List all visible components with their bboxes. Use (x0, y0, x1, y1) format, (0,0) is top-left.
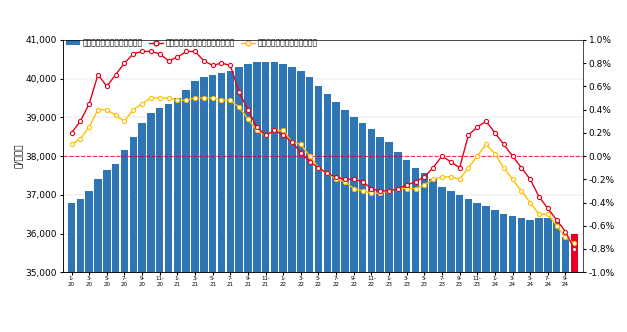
Bar (456, 195, 463, 332)
Bar (376, 137, 384, 332)
Bar (244, 64, 251, 332)
Bar (403, 160, 411, 332)
Bar (447, 191, 455, 332)
Bar (386, 142, 393, 332)
Bar (508, 216, 516, 332)
Bar (253, 62, 260, 332)
Bar (473, 203, 481, 332)
Bar (332, 102, 340, 332)
Bar (341, 110, 349, 332)
Legend: 十大城市二手住宅均价（左）, 十大城市二手住宅价格环比（右）, 百城二手住宅价格环比（右）: 十大城市二手住宅均价（左）, 十大城市二手住宅价格环比（右）, 百城二手住宅价格… (63, 35, 321, 50)
Bar (182, 90, 190, 332)
Bar (553, 222, 561, 332)
Bar (288, 67, 296, 332)
Bar (262, 62, 270, 332)
Bar (394, 152, 402, 332)
Bar (535, 218, 543, 332)
Bar (315, 86, 322, 332)
Bar (139, 123, 146, 332)
Bar (130, 137, 137, 332)
Bar (174, 98, 181, 332)
Bar (218, 73, 225, 332)
Bar (209, 75, 216, 332)
Bar (544, 218, 552, 332)
Bar (68, 203, 75, 332)
Bar (412, 168, 419, 332)
Bar (85, 191, 93, 332)
Bar (271, 62, 278, 332)
Bar (200, 77, 208, 332)
Bar (156, 108, 164, 332)
Bar (112, 164, 119, 332)
Bar (518, 218, 525, 332)
Bar (500, 214, 507, 332)
Bar (76, 199, 84, 332)
Bar (191, 80, 199, 332)
Bar (165, 104, 172, 332)
Bar (571, 233, 578, 332)
Bar (429, 179, 437, 332)
Bar (350, 117, 357, 332)
Bar (482, 207, 490, 332)
Bar (527, 220, 534, 332)
Bar (103, 170, 110, 332)
Bar (306, 77, 314, 332)
Bar (359, 123, 366, 332)
Bar (280, 64, 287, 332)
Bar (235, 67, 243, 332)
Bar (121, 150, 128, 332)
Bar (297, 71, 305, 332)
Bar (226, 71, 234, 332)
Bar (438, 187, 446, 332)
Bar (491, 210, 498, 332)
Bar (94, 179, 102, 332)
Text: 中指数据 CREIS: 中指数据 CREIS (321, 151, 377, 161)
Text: 中指数据 CREIS: 中指数据 CREIS (181, 100, 236, 110)
Bar (465, 199, 472, 332)
Bar (147, 114, 155, 332)
Bar (367, 129, 375, 332)
Bar (324, 94, 331, 332)
Y-axis label: 元/平方米: 元/平方米 (14, 144, 23, 168)
Bar (421, 174, 428, 332)
Bar (562, 237, 569, 332)
